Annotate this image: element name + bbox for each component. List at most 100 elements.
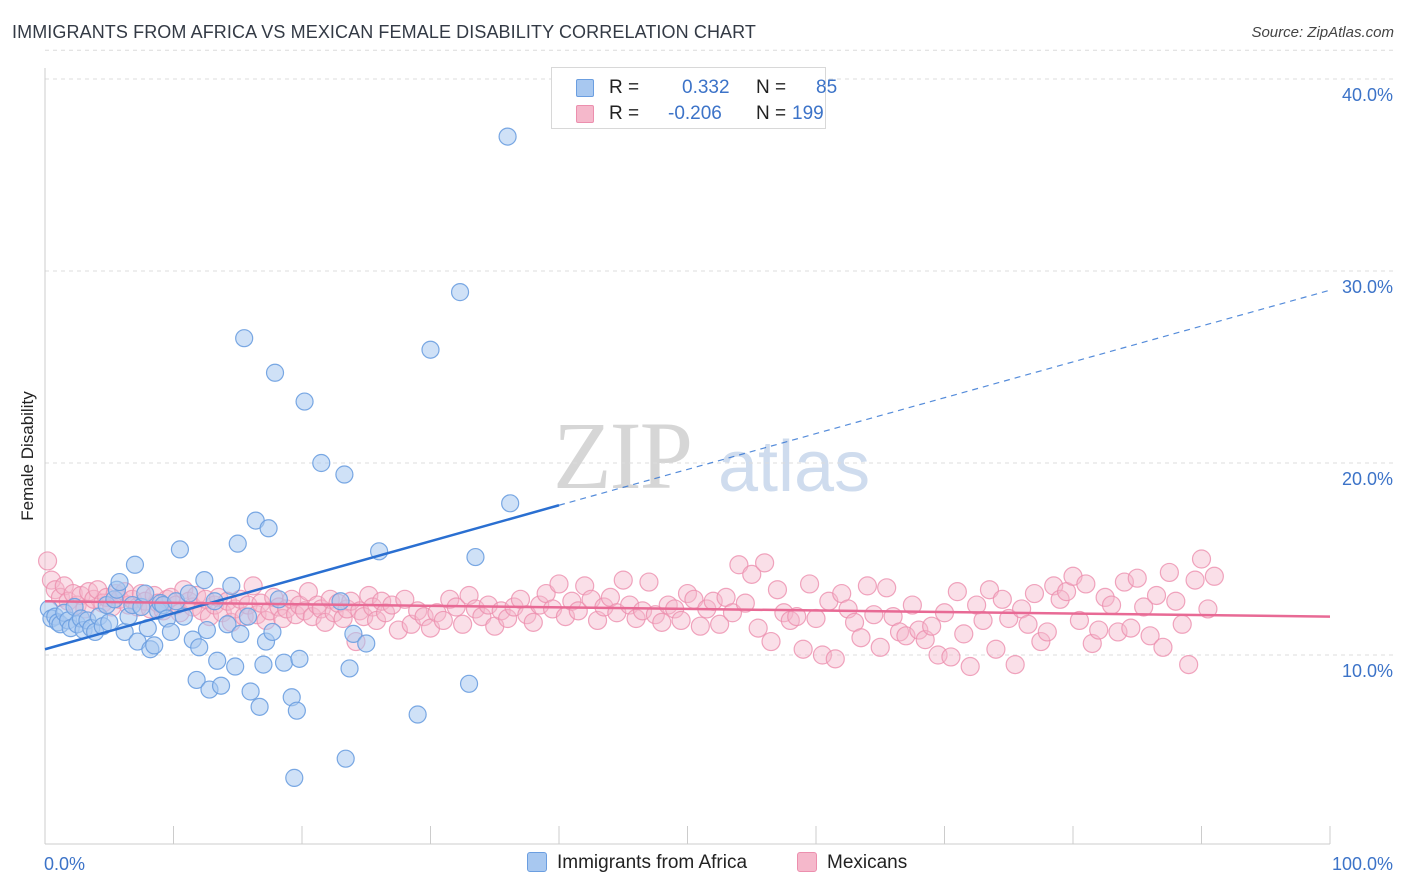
mexicans-point bbox=[986, 639, 1006, 659]
legend-r-value: 0.332 bbox=[682, 77, 730, 98]
source-label: Source: ZipAtlas.com bbox=[1251, 24, 1394, 41]
bottom-legend-label-mexicans: Mexicans bbox=[827, 852, 908, 873]
mexicans-point bbox=[1204, 566, 1224, 586]
africa-point bbox=[295, 392, 314, 411]
africa-point bbox=[197, 620, 217, 640]
mexicans-point bbox=[812, 645, 833, 665]
bottom-legend-label-africa: Immigrants from Africa bbox=[557, 852, 748, 873]
y-tick-label: 20.0% bbox=[1342, 469, 1393, 489]
africa-point bbox=[421, 340, 440, 359]
mexicans-point bbox=[960, 656, 980, 677]
africa-point bbox=[231, 624, 250, 643]
mexicans-point bbox=[1172, 614, 1192, 634]
mexicans-point bbox=[1089, 620, 1109, 640]
africa-point bbox=[235, 329, 254, 348]
mexicans-point bbox=[298, 582, 319, 602]
mexicans-point bbox=[1153, 637, 1173, 657]
mexicans-point bbox=[549, 574, 569, 594]
mexicans-point bbox=[761, 631, 781, 652]
mexicans-point bbox=[710, 614, 730, 634]
africa-point bbox=[170, 540, 190, 559]
bottom-legend-swatch-africa bbox=[527, 852, 547, 872]
africa-point bbox=[335, 465, 354, 484]
mexicans-point bbox=[465, 599, 486, 619]
africa-point bbox=[136, 584, 155, 603]
mexicans-point bbox=[767, 580, 788, 600]
mexicans-point bbox=[1114, 572, 1135, 592]
africa-point bbox=[241, 682, 260, 701]
mexicans-point bbox=[947, 582, 967, 602]
africa-point bbox=[498, 127, 517, 146]
mexicans-point bbox=[799, 574, 820, 594]
bottom-legend-mexicans: Mexicans bbox=[797, 852, 907, 874]
axes bbox=[44, 68, 1331, 845]
mexicans-point bbox=[941, 647, 961, 667]
africa-point bbox=[228, 534, 247, 553]
mexicans-point bbox=[440, 589, 460, 609]
mexicans-point bbox=[1069, 610, 1090, 631]
correlation-legend: R = 0.332 N = 85 R = -0.206 N = 199 bbox=[551, 67, 837, 129]
mexicans-point bbox=[1076, 574, 1096, 594]
mexicans-point bbox=[273, 608, 293, 629]
mexicans-point bbox=[530, 595, 550, 615]
africa-point bbox=[312, 453, 331, 473]
mexicans-point bbox=[954, 624, 974, 644]
mexicans-point bbox=[1037, 622, 1057, 642]
africa-point bbox=[218, 615, 237, 634]
africa-trend-extension bbox=[558, 289, 1331, 506]
mexicans-point bbox=[864, 605, 884, 625]
mexicans-point bbox=[1127, 568, 1147, 588]
legend-n-label: N = bbox=[756, 77, 787, 98]
trend-lines bbox=[44, 289, 1331, 651]
africa-trend-line bbox=[44, 504, 560, 651]
mexicans-point bbox=[877, 578, 897, 598]
legend-swatch-mexicans bbox=[576, 105, 594, 123]
mexicans-point bbox=[909, 620, 929, 640]
mexicans-point bbox=[793, 639, 813, 659]
mexicans-trend-line bbox=[44, 599, 1331, 618]
africa-point bbox=[145, 636, 164, 655]
africa-point bbox=[290, 649, 309, 668]
africa-point bbox=[357, 634, 376, 653]
mexicans-point bbox=[1159, 562, 1179, 583]
mexicans-point bbox=[639, 572, 659, 592]
mexicans-point bbox=[523, 612, 543, 632]
mexicans-point bbox=[787, 606, 807, 627]
africa-point bbox=[195, 571, 214, 590]
mexicans-point bbox=[632, 601, 653, 621]
mexicans-point bbox=[562, 591, 582, 611]
africa-point bbox=[238, 607, 258, 626]
bottom-legend-swatch-mexicans bbox=[797, 852, 817, 872]
mexicans-point bbox=[922, 616, 942, 636]
africa-points bbox=[39, 127, 520, 787]
mexicans-point bbox=[902, 595, 922, 615]
africa-point bbox=[274, 653, 294, 672]
x-tick-label: 100.0% bbox=[1332, 854, 1393, 874]
africa-point bbox=[466, 547, 485, 567]
mexicans-point bbox=[735, 593, 755, 613]
africa-point bbox=[259, 519, 278, 538]
mexicans-point bbox=[453, 614, 473, 634]
mexicans-point bbox=[1134, 597, 1154, 617]
mexicans-point bbox=[742, 564, 762, 584]
africa-point bbox=[226, 657, 245, 676]
mexicans-point bbox=[1166, 591, 1186, 611]
africa-point bbox=[450, 283, 470, 302]
mexicans-point bbox=[825, 649, 845, 669]
mexicans-point bbox=[851, 628, 871, 648]
mexicans-point bbox=[1179, 654, 1199, 675]
mexicans-point bbox=[1185, 570, 1205, 590]
mexicans-point bbox=[870, 637, 890, 657]
africa-point bbox=[287, 701, 306, 720]
watermark-zip: ZIP bbox=[553, 402, 693, 509]
mexicans-point bbox=[498, 608, 518, 629]
africa-point bbox=[161, 622, 181, 642]
africa-point bbox=[263, 622, 282, 642]
africa-point bbox=[459, 674, 479, 693]
legend-r-value: -0.206 bbox=[668, 103, 722, 124]
mexicans-point bbox=[690, 616, 710, 636]
africa-point bbox=[265, 363, 285, 382]
y-tick-label: 40.0% bbox=[1342, 85, 1393, 105]
mexicans-point bbox=[1146, 585, 1167, 606]
